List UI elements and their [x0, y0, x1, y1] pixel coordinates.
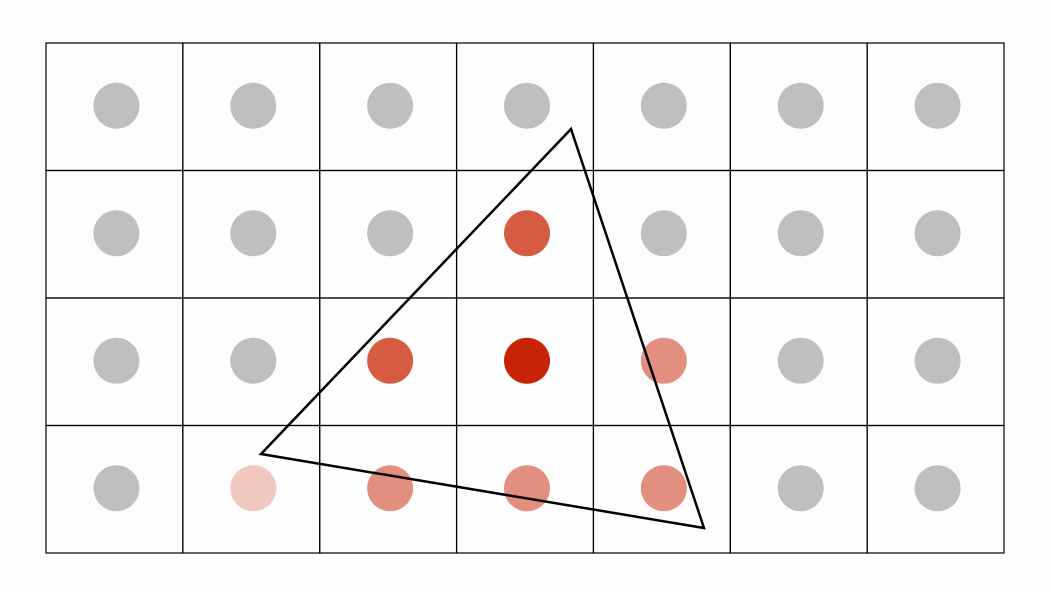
- sample-point: [777, 465, 824, 512]
- sample-point: [367, 210, 414, 257]
- sample-point: [504, 210, 550, 257]
- sample-point: [777, 210, 824, 257]
- sample-point: [93, 337, 140, 384]
- sample-point: [914, 82, 961, 129]
- pixel-grid: [45, 42, 1005, 554]
- triangle: [258, 126, 706, 530]
- sample-point: [230, 337, 277, 384]
- sample-point: [777, 82, 824, 129]
- sample-point: [93, 82, 140, 129]
- sample-point: [504, 337, 550, 384]
- sample-point: [640, 82, 687, 129]
- sample-point: [504, 465, 550, 512]
- sample-point: [914, 337, 961, 384]
- sample-point: [93, 210, 140, 257]
- sample-point: [914, 210, 961, 257]
- sample-point: [367, 337, 414, 384]
- sample-point: [914, 465, 961, 512]
- sample-point: [230, 210, 277, 257]
- sample-point: [777, 337, 824, 384]
- sample-point: [504, 82, 550, 129]
- sample-point: [230, 82, 277, 129]
- sample-point: [230, 465, 277, 512]
- sample-point: [640, 465, 687, 512]
- sample-points: [93, 82, 961, 512]
- sample-point: [640, 210, 687, 257]
- sample-point: [367, 82, 414, 129]
- sample-point: [93, 465, 140, 512]
- pixel-cell: [866, 424, 1005, 554]
